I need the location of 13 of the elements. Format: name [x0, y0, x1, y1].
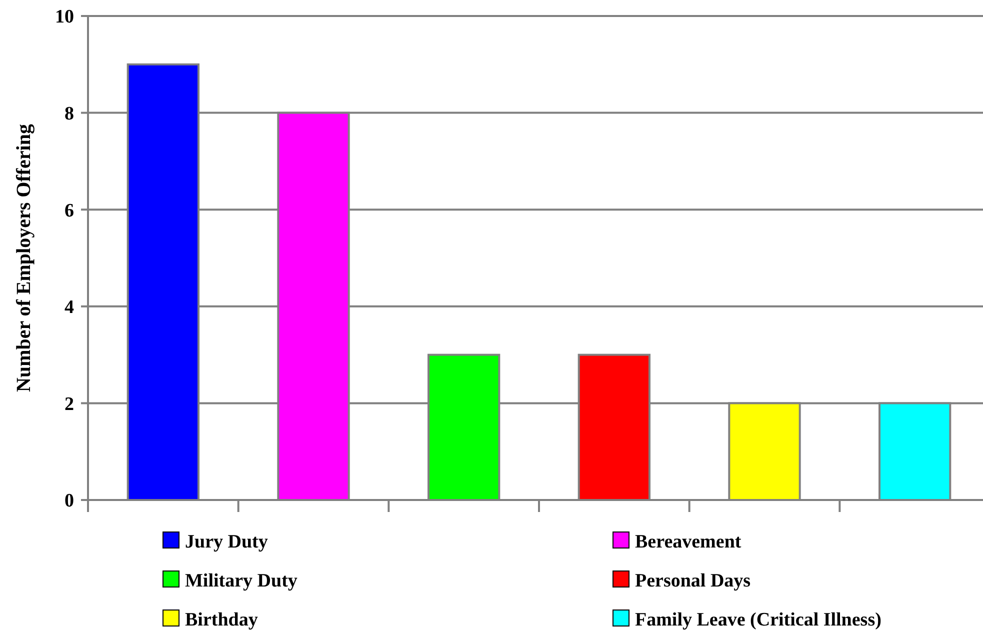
legend-label: Birthday [185, 610, 258, 631]
y-tick-label: 4 [64, 297, 74, 318]
y-tick-label: 8 [64, 103, 74, 124]
legend-label: Bereavement [635, 532, 742, 553]
y-tick-label: 6 [64, 200, 74, 222]
legend-label: Military Duty [185, 570, 298, 592]
legend-label: Family Leave (Critical Illness) [635, 610, 882, 631]
legend-label: Jury Duty [185, 532, 268, 553]
y-tick-label: 10 [55, 6, 74, 28]
y-axis-title: Number of Employers Offering [13, 124, 35, 392]
y-tick-label: 2 [64, 394, 74, 415]
legend-label: Personal Days [635, 570, 751, 592]
y-tick-label: 0 [64, 490, 74, 512]
